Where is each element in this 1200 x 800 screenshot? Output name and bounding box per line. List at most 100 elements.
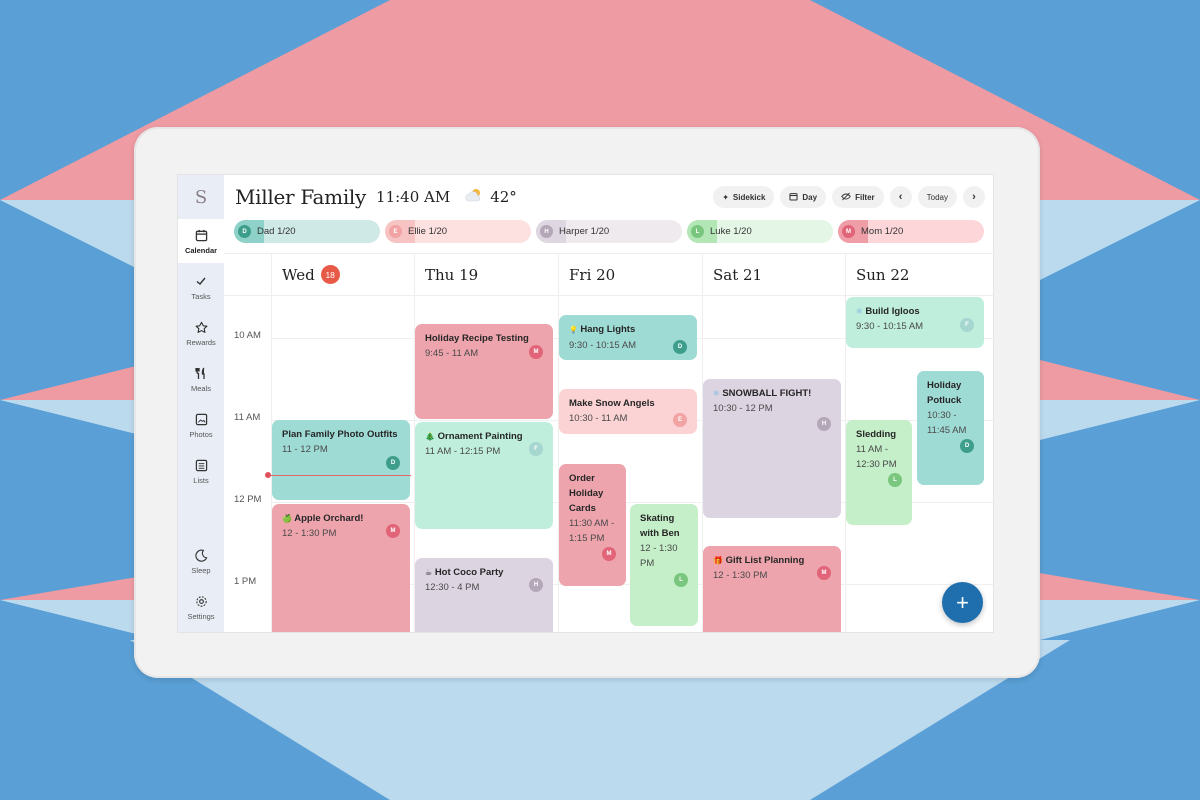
calendar-icon: [193, 227, 209, 243]
sidebar-item-label: Meals: [190, 384, 211, 393]
add-event-button[interactable]: +: [942, 582, 983, 623]
avatar: M: [386, 524, 400, 538]
prev-button[interactable]: ‹: [889, 186, 912, 208]
day-view-button[interactable]: Day: [780, 186, 827, 208]
list-icon: [193, 457, 209, 473]
weather: 42°: [464, 187, 517, 207]
person-chip-luke[interactable]: L Luke 1/20: [687, 220, 833, 243]
partly-cloudy-icon: [464, 187, 484, 207]
sidebar-item-lists[interactable]: Lists: [178, 449, 224, 493]
avatar: D: [238, 225, 251, 238]
day-header-fri[interactable]: Fri 20: [558, 254, 702, 295]
app-screen: S Calendar Tasks Rewards Meals: [178, 175, 993, 632]
sidebar-item-photos[interactable]: Photos: [178, 403, 224, 447]
current-time-dot: [265, 472, 271, 478]
event-card[interactable]: 💡 Hang Lights 9:30 - 10:15 AM D: [559, 315, 697, 360]
hour-label: 1 PM: [234, 576, 257, 587]
sparkle-icon: ✦: [722, 192, 729, 202]
day-header-wed[interactable]: Wed 18: [271, 254, 414, 295]
sidebar-item-label: Lists: [193, 476, 209, 485]
plus-icon: +: [956, 589, 969, 615]
day-header-thu[interactable]: Thu 19: [414, 254, 558, 295]
sidebar-item-calendar[interactable]: Calendar: [178, 219, 224, 263]
hour-label: 12 PM: [234, 494, 262, 505]
sidebar-item-sleep[interactable]: Sleep: [178, 539, 224, 583]
current-time-line: [268, 475, 411, 476]
avatar: F: [960, 318, 974, 332]
hour-label: 10 AM: [234, 330, 261, 341]
avatar: L: [674, 573, 688, 587]
filter-button[interactable]: Filter: [832, 186, 884, 208]
avatar: M: [602, 547, 616, 561]
avatar: E: [673, 413, 687, 427]
event-card[interactable]: ☕ Hot Coco Party 12:30 - 4 PM H: [415, 558, 553, 632]
event-card[interactable]: Plan Family Photo Outfits 11 - 12 PM D: [272, 420, 410, 500]
person-chip-harper[interactable]: H Harper 1/20: [536, 220, 682, 243]
event-card[interactable]: ❄ SNOWBALL FIGHT! 10:30 - 12 PM H: [703, 379, 841, 518]
temperature: 42°: [490, 188, 517, 206]
person-chip-ellie[interactable]: E Ellie 1/20: [385, 220, 531, 243]
eye-off-icon: [841, 192, 851, 203]
hour-label: 11 AM: [234, 412, 261, 423]
snowflake-icon: ❄: [856, 307, 863, 316]
avatar: H: [529, 578, 543, 592]
chevron-right-icon: ›: [972, 191, 976, 203]
event-card[interactable]: 🍏 Apple Orchard! 12 - 1:30 PM M: [272, 504, 410, 632]
current-time: 11:40 AM: [376, 188, 451, 206]
lightbulb-icon: 💡: [569, 327, 578, 334]
event-card[interactable]: 🎄 Ornament Painting 11 AM - 12:15 PM F: [415, 422, 553, 529]
day-header-sat[interactable]: Sat 21: [702, 254, 845, 295]
avatar: D: [386, 456, 400, 470]
avatar: M: [529, 345, 543, 359]
sidebar-item-rewards[interactable]: Rewards: [178, 311, 224, 355]
sidebar-item-label: Calendar: [184, 246, 218, 255]
avatar: H: [817, 417, 831, 431]
event-card[interactable]: Holiday Recipe Testing 9:45 - 11 AM M: [415, 324, 553, 419]
toolbar: ✦ Sidekick Day Filter ‹ Today ›: [713, 186, 985, 208]
photo-icon: [193, 411, 209, 427]
check-icon: [193, 273, 209, 289]
app-logo: S: [194, 186, 208, 208]
snowflake-icon: ❄: [713, 389, 720, 398]
event-card[interactable]: Sledding 11 AM - 12:30 PM L: [846, 420, 912, 525]
avatar: M: [817, 566, 831, 580]
event-card[interactable]: 🎁 Gift List Planning 12 - 1:30 PM M: [703, 546, 841, 632]
person-chip-dad[interactable]: D Dad 1/20: [234, 220, 380, 243]
chevron-left-icon: ‹: [898, 191, 903, 203]
sidekick-button[interactable]: ✦ Sidekick: [713, 186, 775, 208]
event-card[interactable]: Skating with Ben 12 - 1:30 PM L: [630, 504, 698, 626]
sidebar-item-label: Photos: [189, 430, 213, 439]
avatar: M: [842, 225, 855, 238]
avatar: D: [960, 439, 974, 453]
sidebar-item-label: Sleep: [191, 566, 211, 575]
gift-icon: 🎁: [713, 556, 723, 565]
day-header-sun[interactable]: Sun 22: [845, 254, 993, 295]
utensils-icon: [193, 365, 209, 381]
cocoa-icon: ☕: [425, 568, 433, 577]
people-filter: D Dad 1/20 E Ellie 1/20 H Harper 1/20 L …: [234, 220, 984, 243]
today-button[interactable]: Today: [917, 186, 957, 208]
event-card[interactable]: ❄ Build Igloos 9:30 - 10:15 AM F: [846, 297, 984, 348]
sidebar-item-tasks[interactable]: Tasks: [178, 265, 224, 309]
sidebar-item-label: Rewards: [186, 338, 216, 347]
event-card[interactable]: Holiday Potluck 10:30 - 11:45 AM D: [917, 371, 984, 485]
avatar: F: [529, 442, 543, 456]
gear-icon: [193, 593, 209, 609]
avatar: E: [389, 225, 402, 238]
sidebar: S Calendar Tasks Rewards Meals: [178, 175, 224, 632]
today-badge: 18: [320, 265, 340, 284]
avatar: L: [888, 473, 902, 487]
event-card[interactable]: Order Holiday Cards 11:30 AM - 1:15 PM M: [559, 464, 626, 586]
person-chip-mom[interactable]: M Mom 1/20: [838, 220, 984, 243]
sidebar-item-meals[interactable]: Meals: [178, 357, 224, 401]
next-button[interactable]: ›: [963, 186, 985, 208]
sidebar-item-label: Settings: [187, 612, 215, 621]
star-icon: [193, 319, 209, 335]
week-calendar: Wed 18 Thu 19 Fri 20 Sat 21 Sun 22 10 AM…: [224, 253, 993, 632]
apple-icon: 🍏: [282, 514, 292, 523]
tree-icon: 🎄: [425, 432, 435, 441]
sidebar-item-label: Tasks: [191, 292, 211, 301]
sidebar-item-settings[interactable]: Settings: [178, 585, 224, 629]
avatar: D: [673, 340, 687, 354]
event-card[interactable]: Make Snow Angels 10:30 - 11 AM E: [559, 389, 697, 434]
